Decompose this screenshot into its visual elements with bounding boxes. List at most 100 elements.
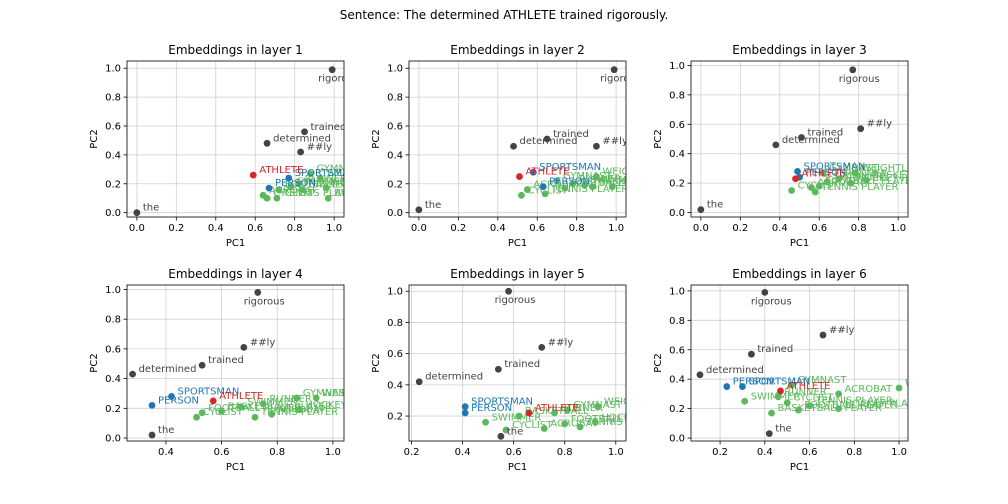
point-the xyxy=(697,206,705,214)
point-gymnast xyxy=(788,381,796,389)
point-label: HOCKEY PLAYER xyxy=(332,178,414,189)
point-label: ACROBAT xyxy=(845,384,893,395)
point-the xyxy=(148,431,156,439)
point-label: PERSON xyxy=(471,403,512,414)
x-tick-label: 0.2 xyxy=(168,223,184,234)
point-label: WEIGHTLIFTER xyxy=(602,167,676,178)
point-label: ##ly xyxy=(829,325,855,336)
x-tick-label: 0.4 xyxy=(757,447,773,458)
point-label: CYCLIST xyxy=(512,420,553,431)
point-label: ##ly xyxy=(250,337,276,348)
y-tick-label: 0.2 xyxy=(669,404,685,415)
axes-frame xyxy=(408,284,627,442)
x-axis-label: PC1 xyxy=(790,238,809,249)
x-tick-label: 1.0 xyxy=(891,447,907,458)
point-weightlifter xyxy=(594,403,602,411)
point--ly xyxy=(593,142,600,150)
x-tick-label: 0.6 xyxy=(811,223,827,234)
point-label: rigorous xyxy=(600,74,641,85)
point--ly xyxy=(297,148,304,156)
point-label: the xyxy=(158,425,174,436)
y-tick-label: 0.2 xyxy=(387,412,403,423)
point-hockey-player xyxy=(847,179,855,187)
point-label: HOCKEY PLAYER xyxy=(618,177,700,188)
point-label: RUNNER xyxy=(305,174,348,185)
x-tick-label: 0.8 xyxy=(287,223,303,234)
point-tennis-player xyxy=(541,190,549,198)
point-person xyxy=(723,383,731,390)
point-athlete xyxy=(525,409,533,417)
point-cyclist xyxy=(783,399,791,407)
point-basketball-player xyxy=(218,407,225,415)
x-tick-label: 0.4 xyxy=(772,223,788,234)
y-axis-label: PC2 xyxy=(653,353,664,372)
x-axis-label: PC1 xyxy=(508,462,527,473)
point-gymnast xyxy=(563,406,571,414)
x-tick-label: 0.8 xyxy=(851,223,867,234)
x-tick-label: 1.0 xyxy=(326,223,342,234)
point-person xyxy=(461,409,469,417)
point-person xyxy=(539,183,547,191)
point-boxer xyxy=(324,194,332,202)
point-label: ATHLETE xyxy=(219,391,263,402)
point-runner xyxy=(295,180,303,188)
point-label: rigorous xyxy=(244,296,285,307)
axes-frame xyxy=(126,60,345,218)
point-basketball-player xyxy=(768,409,775,417)
x-tick-label: 0.4 xyxy=(490,223,506,234)
point--ly xyxy=(240,344,248,351)
point-cyclist xyxy=(193,413,200,421)
y-tick-label: 0.8 xyxy=(105,315,121,326)
y-tick-label: 0.4 xyxy=(387,150,403,161)
y-tick-label: 0.6 xyxy=(669,345,685,356)
point-label: trained xyxy=(504,359,540,370)
point-label: determined xyxy=(706,365,764,376)
point-football-player xyxy=(794,406,802,414)
point-determined xyxy=(772,141,780,149)
point-tennis-player xyxy=(576,423,584,431)
point-label: TENNIS PLAYER xyxy=(820,182,898,193)
point-label: WEIGHTLIFTER xyxy=(861,163,935,174)
point-weightlifter xyxy=(895,384,903,392)
point-label: determined xyxy=(782,135,840,146)
point-label: SWIMMER xyxy=(297,177,347,188)
point-label: RUNNER xyxy=(561,403,604,414)
subplot-title: Embeddings in layer 2 xyxy=(450,43,584,57)
point-person xyxy=(148,401,156,409)
point-label: TENNIS PLAYER xyxy=(815,396,893,407)
x-tick-label: 1.0 xyxy=(608,223,624,234)
x-tick-label: 0.2 xyxy=(404,447,420,458)
point-rigorous xyxy=(849,66,857,74)
x-tick-label: 0.8 xyxy=(269,447,285,458)
y-axis-label: PC2 xyxy=(653,129,664,148)
point-label: HOCKEY PLAYER xyxy=(601,412,683,423)
point-label: FOOTBALL PLAYER xyxy=(825,176,918,187)
point-acrobat xyxy=(268,410,276,418)
point-label: trained xyxy=(757,344,793,355)
point-label: CYCLIST xyxy=(798,181,839,192)
point-label: SPORTSMAN xyxy=(471,397,533,408)
point-swimmer xyxy=(237,403,245,411)
point-rigorous xyxy=(254,289,262,296)
point-label: WEIGHTLIFTER xyxy=(326,168,400,179)
point-football-player xyxy=(561,184,569,192)
point-label: determined xyxy=(273,133,331,144)
figure-suptitle: Sentence: The determined ATHLETE trained… xyxy=(339,8,669,22)
point-determined xyxy=(696,371,704,379)
point-hockey-player xyxy=(322,184,330,192)
x-axis-label: PC1 xyxy=(508,238,527,249)
y-tick-label: 0.6 xyxy=(105,122,121,133)
subplot-layer-1: GYMNASTWEIGHTLIFTERRUNNERSWIMMERBASKETBA… xyxy=(89,43,414,249)
y-tick-label: 1.0 xyxy=(387,64,403,75)
x-tick-label: 1.0 xyxy=(608,447,624,458)
point-the xyxy=(133,209,141,217)
point-label: trained xyxy=(208,355,244,366)
y-tick-label: 1.0 xyxy=(669,286,685,297)
point-label: FOOTBALL PLAYER xyxy=(208,403,301,414)
point-runner xyxy=(774,393,782,401)
point-cyclist xyxy=(518,191,525,199)
point-weightlifter xyxy=(593,173,600,180)
x-tick-label: 0.0 xyxy=(129,223,145,234)
y-tick-label: 1.0 xyxy=(105,64,121,75)
